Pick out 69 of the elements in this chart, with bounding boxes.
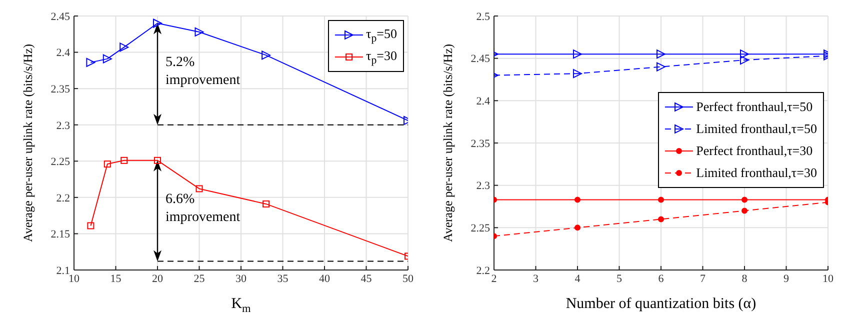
x-tick-label: 9: [784, 272, 790, 285]
y-tick-label: 2.4: [56, 47, 70, 60]
y-tick-label: 2.2: [476, 264, 490, 277]
point: [740, 50, 749, 59]
point: [658, 216, 664, 222]
point: [262, 50, 271, 60]
y-tick-label: 2.35: [470, 138, 490, 150]
y-tick-label: 2.25: [470, 222, 490, 235]
x-axis-title: Number of quantization bits (α): [566, 296, 756, 312]
point: [154, 156, 161, 164]
legend-label: τ$_{p}$=30: [366, 48, 397, 66]
point: [194, 27, 204, 36]
x-tick-label: 8: [742, 272, 748, 285]
y-tick-label: 2.25: [50, 156, 70, 168]
y-tick-label: 2.1: [56, 264, 70, 277]
y-tick-label: 2.5: [476, 10, 490, 23]
point: [573, 50, 582, 59]
x-tick-label: 3: [533, 272, 539, 285]
legend-label: Limited fronthaul,τ=30: [696, 165, 817, 181]
point: [574, 196, 580, 203]
y-axis-title: Average per-user uplink rate (bits/s/Hz): [441, 44, 455, 242]
point: [87, 222, 94, 230]
annotation: 5.2% improvement: [166, 55, 240, 88]
x-tick-label: 50: [402, 272, 414, 285]
y-tick-label: 2.35: [50, 83, 70, 96]
y-axis-title: Average per-user uplink rate (bits/s/Hz): [21, 44, 35, 242]
y-tick-label: 2.3: [56, 120, 70, 132]
annotation: 6.6% improvement: [166, 192, 240, 225]
x-tick-label: 10: [822, 272, 834, 285]
point: [573, 69, 582, 78]
point: [120, 42, 129, 52]
x-tick-label: 6: [658, 272, 664, 285]
point: [86, 58, 96, 67]
point: [658, 196, 664, 203]
point: [102, 54, 112, 64]
x-tick-label: 20: [152, 272, 164, 285]
x-tick-label: 7: [700, 272, 706, 285]
legend-label: Limited fronthaul,τ=50: [696, 121, 817, 137]
point: [153, 18, 162, 28]
x-tick-label: 4: [574, 272, 581, 285]
x-tick-label: 45: [360, 272, 372, 285]
y-tick-label: 2.15: [50, 228, 70, 241]
point: [656, 50, 666, 59]
y-tick-label: 2.45: [50, 10, 70, 23]
x-tick-label: 2: [491, 272, 497, 285]
legend-label: Perfect fronthaul,τ=50: [696, 99, 813, 115]
x-tick-label: 5: [616, 272, 622, 285]
y-tick-label: 2.2: [56, 192, 70, 204]
x-axis-title: K$_{m}$: [231, 296, 252, 316]
legend-label: τ$_{p}$=50: [366, 26, 397, 44]
y-tick-label: 2.4: [476, 96, 490, 108]
point: [740, 56, 749, 65]
x-tick-label: 25: [194, 272, 206, 285]
point: [574, 224, 580, 231]
legend-label: Perfect fronthaul,τ=30: [696, 143, 813, 159]
y-tick-label: 2.3: [476, 180, 490, 192]
point: [196, 185, 203, 192]
point: [656, 62, 666, 72]
x-tick-label: 15: [110, 272, 122, 285]
point: [262, 200, 270, 208]
y-tick-label: 2.45: [470, 53, 490, 66]
point: [742, 196, 748, 203]
x-tick-label: 30: [236, 272, 247, 285]
x-tick-label: 40: [319, 272, 330, 285]
point: [120, 156, 128, 164]
point: [104, 160, 111, 168]
point: [742, 208, 748, 214]
x-tick-label: 10: [68, 272, 80, 285]
x-tick-label: 35: [277, 272, 289, 285]
